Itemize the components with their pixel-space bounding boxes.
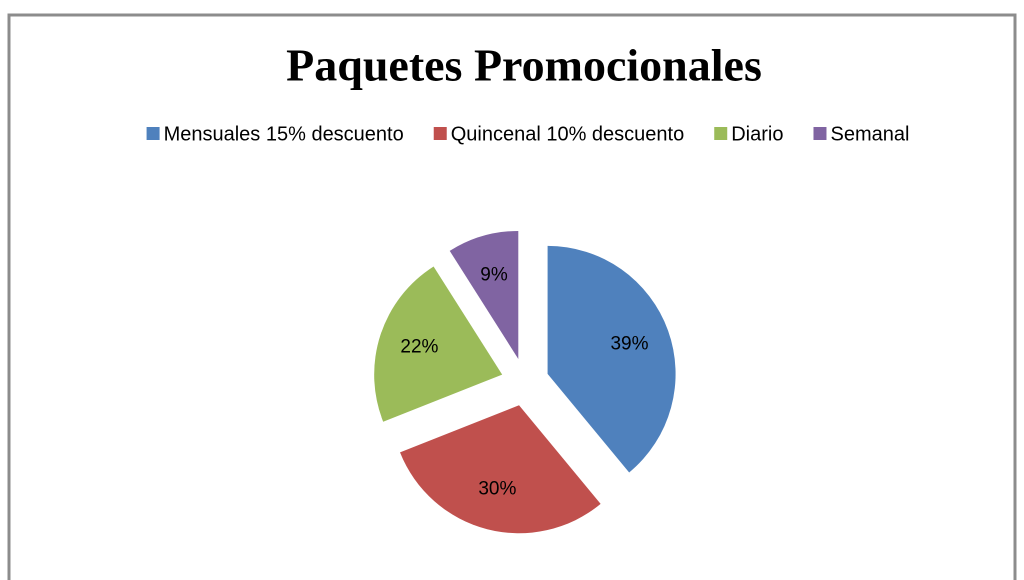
data-label: 30% — [478, 479, 516, 500]
data-label: 22% — [400, 337, 438, 358]
pie-slice — [547, 245, 676, 473]
legend-swatch — [146, 127, 160, 140]
legend-swatch — [433, 127, 447, 140]
legend-label: Semanal — [830, 123, 909, 145]
legend-label: Diario — [731, 123, 783, 145]
pie-slice — [449, 230, 519, 359]
data-label: 9% — [480, 264, 508, 285]
legend-label: Quincenal 10% descuento — [451, 123, 685, 145]
legend-swatch — [714, 127, 728, 140]
legend-swatch — [813, 127, 827, 140]
chart-title: Paquetes Promocionales — [286, 40, 762, 91]
legend-label: Mensuales 15% descuento — [164, 123, 404, 145]
pie-slice — [374, 266, 503, 422]
pie-slice — [400, 405, 601, 534]
data-label: 39% — [610, 333, 648, 354]
